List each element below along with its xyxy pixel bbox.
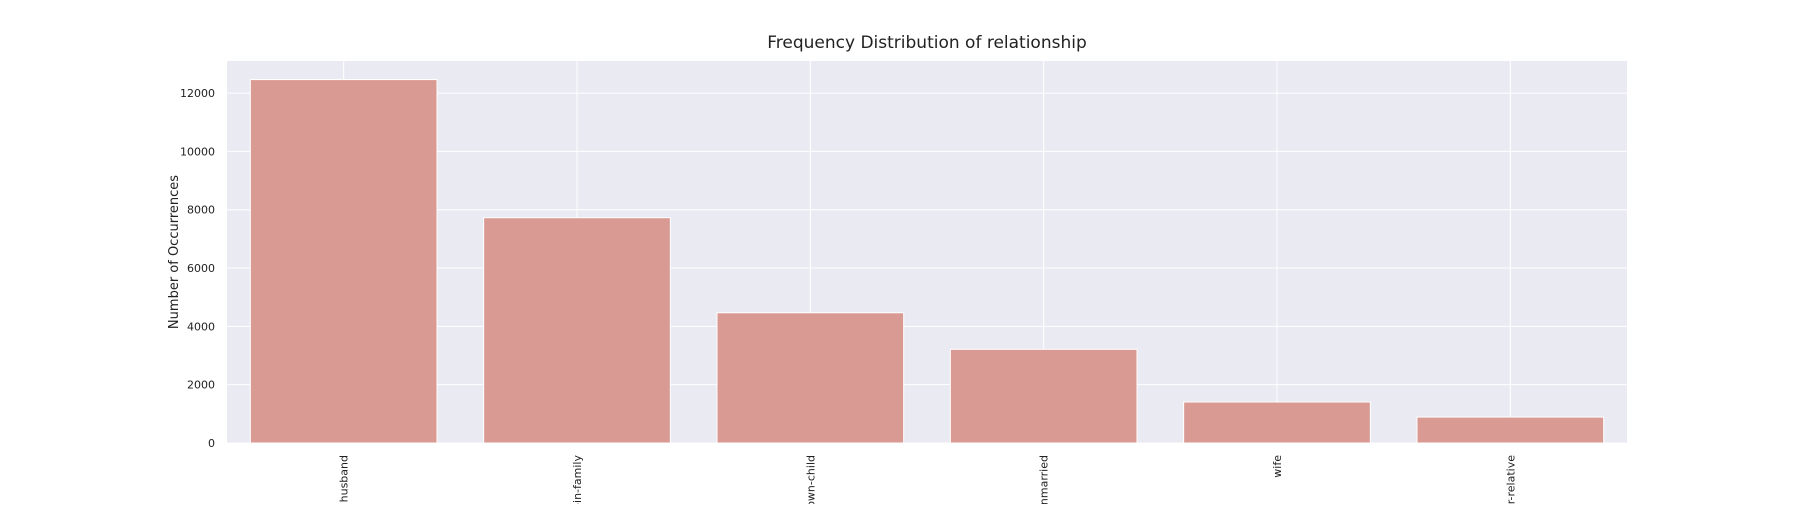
x-tick-label: husband [338,455,351,502]
bars [249,79,1605,444]
bar-husband [249,79,438,444]
bar-other-relative [1416,416,1605,444]
bar-wife [1183,401,1371,444]
bar-unmarried [949,348,1138,444]
y-tick-label: 12000 [180,87,215,100]
chart-title: Frequency Distribution of relationship [767,33,1087,53]
bar-not-in-family [483,217,671,444]
bar-own-child [716,312,905,444]
y-axis-label: Number of Occurrences [167,175,182,329]
x-tick-label: unmarried [1038,455,1051,504]
x-tick-label: other-relative [1504,455,1517,504]
y-tick-label: 6000 [187,262,215,275]
y-tick-label: 8000 [187,204,215,217]
x-tick-labels: husband not-in-family own-child unmarried wi… [338,455,1518,504]
y-tick-labels: 0 2000 4000 6000 8000 10000 12000 [180,87,215,450]
y-tick-label: 4000 [187,320,215,333]
y-tick-label: 0 [208,437,215,450]
x-tick-label: not-in-family [571,455,584,504]
plot-area [227,61,1627,443]
y-tick-label: 2000 [187,379,215,392]
y-tick-label: 10000 [180,145,215,158]
x-tick-label: own-child [804,455,817,504]
x-tick-label: wife [1271,455,1284,478]
